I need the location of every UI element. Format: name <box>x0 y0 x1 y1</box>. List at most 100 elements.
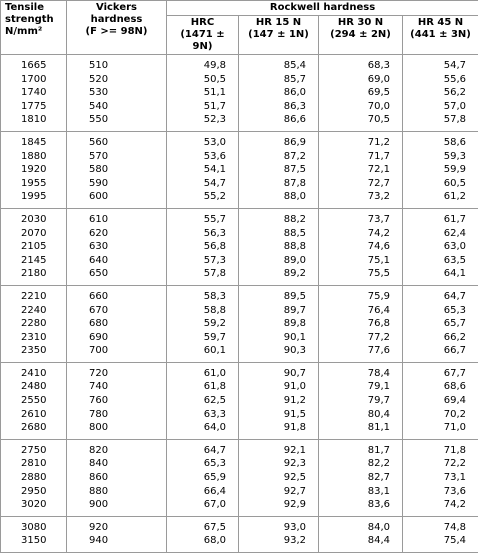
cell: 2550 <box>1 394 67 408</box>
cell: 820 <box>67 439 167 457</box>
cell: 1955 <box>1 177 67 191</box>
cell: 58,3 <box>167 285 239 303</box>
cell: 73,6 <box>403 485 478 499</box>
scale-name: HRC <box>171 17 234 29</box>
cell: 74,2 <box>319 227 403 241</box>
cell: 520 <box>67 73 167 87</box>
cell: 720 <box>67 362 167 380</box>
cell: 57,8 <box>167 267 239 285</box>
cell: 71,8 <box>403 439 478 457</box>
cell: 56,3 <box>167 227 239 241</box>
cell: 530 <box>67 86 167 100</box>
cell: 93,0 <box>239 516 319 534</box>
cell: 68,0 <box>167 534 239 552</box>
cell: 69,0 <box>319 73 403 87</box>
cell: 680 <box>67 317 167 331</box>
cell: 59,9 <box>403 163 478 177</box>
cell: 77,6 <box>319 344 403 362</box>
cell: 80,4 <box>319 408 403 422</box>
cell: 610 <box>67 208 167 226</box>
cell: 1700 <box>1 73 67 87</box>
cell: 69,4 <box>403 394 478 408</box>
cell: 83,1 <box>319 485 403 499</box>
cell: 81,1 <box>319 421 403 439</box>
cell: 760 <box>67 394 167 408</box>
cell: 780 <box>67 408 167 422</box>
cell: 51,7 <box>167 100 239 114</box>
header-text: Vickers hardness <box>71 2 162 26</box>
cell: 650 <box>67 267 167 285</box>
cell: 920 <box>67 516 167 534</box>
cell: 83,6 <box>319 498 403 516</box>
cell: 840 <box>67 457 167 471</box>
cell: 87,2 <box>239 150 319 164</box>
cell: 68,6 <box>403 380 478 394</box>
cell: 88,0 <box>239 190 319 208</box>
cell: 2145 <box>1 254 67 268</box>
cell: 91,5 <box>239 408 319 422</box>
cell: 91,2 <box>239 394 319 408</box>
cell: 690 <box>67 331 167 345</box>
cell: 2880 <box>1 471 67 485</box>
cell: 78,4 <box>319 362 403 380</box>
cell: 82,7 <box>319 471 403 485</box>
cell: 2280 <box>1 317 67 331</box>
vickers-header: Vickers hardness (F >= 98N) <box>67 1 167 55</box>
cell: 92,1 <box>239 439 319 457</box>
cell: 51,1 <box>167 86 239 100</box>
cell: 73,7 <box>319 208 403 226</box>
cell: 91,8 <box>239 421 319 439</box>
scale-load: (147 ± 1N) <box>243 29 314 41</box>
cell: 660 <box>67 285 167 303</box>
cell: 73,2 <box>319 190 403 208</box>
cell: 64,1 <box>403 267 478 285</box>
cell: 55,6 <box>403 73 478 87</box>
cell: 66,4 <box>167 485 239 499</box>
cell: 55,2 <box>167 190 239 208</box>
cell: 88,8 <box>239 240 319 254</box>
table-header: Tensile strength N/mm² Vickers hardness … <box>1 1 478 55</box>
cell: 89,8 <box>239 317 319 331</box>
header-load: (F >= 98N) <box>71 26 162 38</box>
scale-header: HRC(1471 ± 9N) <box>167 16 239 55</box>
cell: 2310 <box>1 331 67 345</box>
cell: 84,0 <box>319 516 403 534</box>
cell: 1810 <box>1 113 67 131</box>
cell: 64,0 <box>167 421 239 439</box>
cell: 70,2 <box>403 408 478 422</box>
cell: 2810 <box>1 457 67 471</box>
scale-name: HR 45 N <box>407 17 474 29</box>
cell: 2240 <box>1 304 67 318</box>
cell: 73,1 <box>403 471 478 485</box>
cell: 570 <box>67 150 167 164</box>
cell: 1920 <box>1 163 67 177</box>
tensile-header: Tensile strength N/mm² <box>1 1 67 55</box>
cell: 66,7 <box>403 344 478 362</box>
cell: 76,8 <box>319 317 403 331</box>
cell: 52,3 <box>167 113 239 131</box>
cell: 75,9 <box>319 285 403 303</box>
cell: 510 <box>67 55 167 73</box>
cell: 54,7 <box>167 177 239 191</box>
cell: 71,7 <box>319 150 403 164</box>
cell: 740 <box>67 380 167 394</box>
scale-name: HR 15 N <box>243 17 314 29</box>
cell: 800 <box>67 421 167 439</box>
scale-load: (1471 ± 9N) <box>171 29 234 53</box>
scale-load: (294 ± 2N) <box>323 29 398 41</box>
cell: 1880 <box>1 150 67 164</box>
cell: 57,8 <box>403 113 478 131</box>
cell: 2680 <box>1 421 67 439</box>
